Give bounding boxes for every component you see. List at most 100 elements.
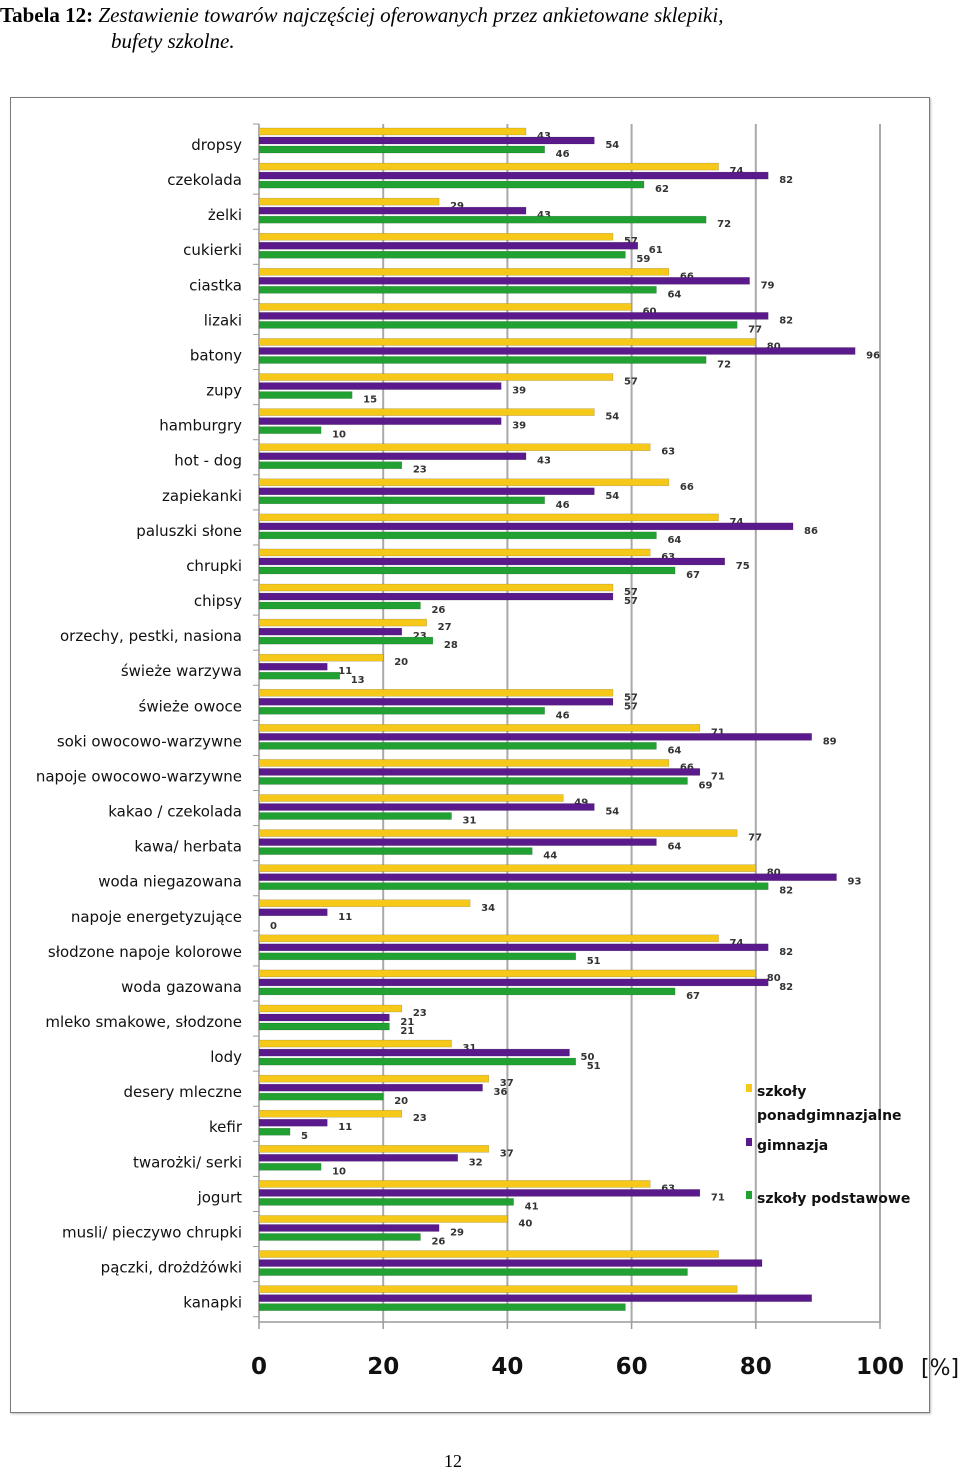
bar-podstawowe: [258, 742, 657, 750]
data-label: 60: [643, 306, 657, 317]
bar-ponadgimnazjalne: [258, 1039, 452, 1048]
data-label: 80: [767, 868, 781, 879]
data-label: 64: [667, 842, 681, 853]
bar-gimnazja: [258, 873, 837, 881]
data-label: 43: [537, 456, 551, 467]
category-label: zupy: [206, 382, 242, 400]
bar-ponadgimnazjalne: [258, 478, 670, 487]
bar-gimnazja: [258, 1189, 701, 1197]
category-label: czekolada: [167, 171, 242, 189]
legend-label-podstawowe: szkoły podstawowe: [757, 1191, 910, 1207]
data-label: 27: [438, 622, 452, 633]
bar-podstawowe: [258, 461, 403, 469]
data-label: 40: [518, 1218, 532, 1229]
data-label: 74: [730, 517, 744, 528]
data-label: 96: [866, 350, 880, 361]
data-label: 28: [444, 640, 458, 651]
bar-ponadgimnazjalne: [258, 1285, 738, 1293]
data-label: 57: [624, 587, 638, 598]
data-label: 10: [332, 430, 346, 441]
bar-podstawowe: [258, 777, 688, 785]
category-label: chipsy: [194, 592, 242, 610]
data-label: 71: [711, 1192, 725, 1203]
bar-ponadgimnazjalne: [258, 934, 719, 943]
bar-ponadgimnazjalne: [258, 1109, 403, 1118]
bar-ponadgimnazjalne: [258, 373, 614, 381]
data-label: 61: [649, 245, 663, 256]
data-label: 57: [624, 701, 638, 712]
legend-swatch: [746, 1191, 752, 1199]
data-label: 75: [736, 561, 750, 572]
bar-podstawowe: [258, 356, 707, 364]
data-label: 32: [469, 1157, 483, 1168]
x-tick-label: 80: [740, 1354, 772, 1380]
data-label: 20: [394, 657, 408, 668]
category-label: hot - dog: [174, 452, 242, 470]
data-label: 82: [779, 315, 793, 326]
bar-podstawowe: [258, 1092, 384, 1101]
bar-ponadgimnazjalne: [258, 618, 427, 627]
bar-podstawowe: [258, 812, 452, 820]
data-label: 46: [556, 149, 570, 160]
data-label: 46: [556, 500, 570, 511]
x-tick-label: 0: [251, 1354, 267, 1380]
data-label: 51: [587, 956, 601, 967]
data-label: 57: [624, 236, 638, 247]
data-label: 71: [711, 771, 725, 782]
data-label: 50: [581, 1052, 595, 1063]
data-label: 11: [338, 1122, 352, 1133]
bar-gimnazja: [258, 592, 614, 601]
category-label: kefir: [209, 1118, 243, 1136]
bar-gimnazja: [258, 1118, 328, 1127]
bar-ponadgimnazjalne: [258, 829, 738, 837]
category-label: świeże owoce: [139, 697, 242, 715]
bar-ponadgimnazjalne: [258, 724, 701, 732]
data-label: 54: [605, 807, 619, 818]
bar-podstawowe: [258, 1057, 576, 1066]
category-label: woda gazowana: [121, 978, 242, 996]
data-label: 64: [667, 745, 681, 756]
data-label: 29: [450, 201, 464, 212]
data-label: 21: [400, 1017, 414, 1028]
data-label: 54: [605, 140, 619, 151]
category-label: orzechy, pestki, nasiona: [60, 627, 242, 645]
bar-gimnazja: [258, 1013, 390, 1022]
data-label: 63: [661, 552, 675, 563]
bar-gimnazja: [258, 522, 794, 531]
legend-label-ponadgimnazjalne: szkoły: [757, 1084, 806, 1100]
bar-ponadgimnazjalne: [258, 899, 471, 908]
legend-label-ponadgimnazjalne-2: ponadgimnazjalne: [757, 1108, 902, 1124]
bar-podstawowe: [258, 1127, 291, 1136]
data-label: 93: [848, 877, 862, 888]
bar-ponadgimnazjalne: [258, 1250, 719, 1258]
bar-gimnazja: [258, 277, 750, 285]
data-label: 10: [332, 1166, 346, 1177]
bar-gimnazja: [258, 312, 769, 320]
x-tick-label: 40: [491, 1354, 523, 1380]
legend-swatch: [746, 1138, 752, 1146]
bar-gimnazja: [258, 627, 403, 636]
bar-ponadgimnazjalne: [258, 864, 757, 872]
bar-gimnazja: [258, 1048, 570, 1057]
bar-podstawowe: [258, 426, 322, 434]
data-label: 82: [779, 982, 793, 993]
bar-podstawowe: [258, 1163, 322, 1171]
legend-swatch: [746, 1084, 752, 1092]
data-label: 23: [413, 1113, 427, 1124]
bar-gimnazja: [258, 452, 527, 460]
bar-podstawowe: [258, 321, 738, 329]
data-label: 5: [301, 1131, 308, 1142]
caption-lead: Tabela 12:: [0, 3, 94, 27]
data-label: 43: [537, 131, 551, 142]
table-caption: Tabela 12: Zestawienie towarów najczęści…: [0, 2, 960, 53]
data-label: 82: [779, 175, 793, 186]
data-label: 37: [500, 1078, 514, 1089]
category-label: cukierki: [183, 241, 242, 259]
bar-ponadgimnazjalne: [258, 513, 719, 522]
bar-gimnazja: [258, 136, 595, 145]
data-label: 82: [779, 886, 793, 897]
data-label: 66: [680, 762, 694, 773]
data-label: 63: [661, 1183, 675, 1194]
bar-podstawowe: [258, 1022, 390, 1031]
category-label: pączki, drożdżówki: [101, 1259, 242, 1277]
